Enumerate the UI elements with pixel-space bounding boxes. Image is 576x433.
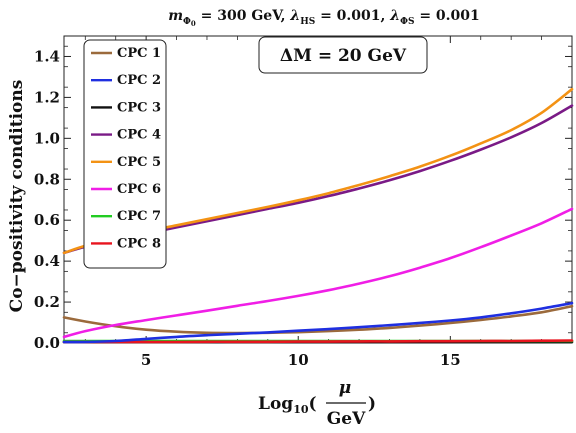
legend-box bbox=[83, 39, 167, 269]
y-tick-label: 0.0 bbox=[34, 334, 60, 352]
y-tick-label: 0.2 bbox=[34, 293, 60, 311]
y-tick-label: 0.6 bbox=[34, 211, 60, 229]
y-tick-label: 0.8 bbox=[34, 170, 60, 188]
series-line-cpc-6 bbox=[62, 207, 574, 339]
tick-labels: 0.0 0.2 0.4 0.6 0.8 1.0 1.2 1.4 5 10 15 bbox=[34, 47, 461, 369]
series-line-cpc-8 bbox=[62, 339, 574, 344]
y-tick-label: 1.2 bbox=[34, 88, 60, 106]
annotation-text: ΔM = 20 GeV bbox=[280, 46, 407, 66]
y-axis-label: Co−positivity conditions bbox=[7, 80, 27, 313]
axis-ticks bbox=[64, 36, 573, 344]
legend-label: CPC 3 bbox=[117, 100, 161, 115]
x-tick-label: 5 bbox=[141, 351, 151, 369]
y-tick-label: 1.4 bbox=[34, 47, 60, 65]
legend-label: CPC 5 bbox=[117, 155, 161, 170]
y-tick-label: 1.0 bbox=[34, 129, 60, 147]
x-axis-label: Log10( μ GeV ) bbox=[258, 378, 376, 429]
series-line-cpc-2 bbox=[62, 301, 574, 344]
x-tick-label: 10 bbox=[288, 351, 309, 369]
annotation-box bbox=[258, 36, 428, 74]
legend-label: CPC 6 bbox=[117, 182, 161, 197]
y-tick-label: 0.4 bbox=[34, 252, 60, 270]
chart-title: mΦ0 = 300 GeV, λHS = 0.001, λΦS = 0.001 bbox=[168, 8, 480, 28]
x-axis-label-close: ) bbox=[368, 394, 376, 414]
legend-label: CPC 2 bbox=[117, 73, 161, 88]
x-axis-label-prefix: Log10( bbox=[258, 394, 317, 416]
delta-m-annotation: ΔM = 20 GeV bbox=[258, 36, 428, 74]
series-line-cpc-1 bbox=[62, 304, 574, 335]
x-axis-label-numerator: μ bbox=[339, 378, 351, 398]
legend-label: CPC 4 bbox=[117, 128, 161, 143]
legend-label: CPC 7 bbox=[117, 209, 161, 224]
legend-label: CPC 8 bbox=[117, 236, 161, 251]
x-axis-label-denominator: GeV bbox=[327, 409, 366, 429]
x-tick-label: 15 bbox=[440, 351, 461, 369]
legend-label: CPC 1 bbox=[117, 46, 161, 61]
legend: CPC 1 CPC 2 CPC 3 CPC 4 CPC 5 CPC 6 CPC 7 CPC 8 bbox=[83, 39, 167, 269]
